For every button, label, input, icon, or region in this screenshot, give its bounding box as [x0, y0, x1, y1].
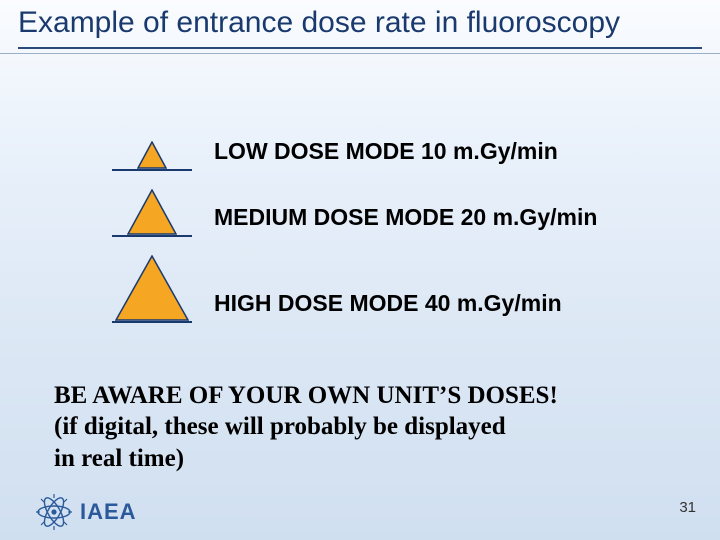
- title-block: Example of entrance dose rate in fluoros…: [0, 0, 720, 45]
- dose-label-medium: MEDIUM DOSE MODE 20 m.Gy/min: [214, 204, 597, 237]
- dose-label-low: LOW DOSE MODE 10 m.Gy/min: [214, 138, 558, 171]
- warning-block: BE AWARE OF YOUR OWN UNIT’S DOSES! (if d…: [54, 380, 674, 474]
- warning-line-1: BE AWARE OF YOUR OWN UNIT’S DOSES!: [54, 380, 674, 411]
- dose-row-high: HIGH DOSE MODE 40 m.Gy/min: [0, 255, 720, 323]
- triangle-icon: [115, 255, 189, 321]
- content-area: LOW DOSE MODE 10 m.Gy/min MEDIUM DOSE MO…: [0, 138, 720, 341]
- dose-row-medium: MEDIUM DOSE MODE 20 m.Gy/min: [0, 189, 720, 237]
- warning-line-3: in real time): [54, 443, 674, 474]
- slide-title: Example of entrance dose rate in fluoros…: [18, 6, 702, 41]
- dose-row-low: LOW DOSE MODE 10 m.Gy/min: [0, 138, 720, 171]
- iaea-logo: IAEA: [34, 492, 137, 532]
- iaea-atom-icon: [34, 492, 74, 532]
- title-underline: [18, 47, 702, 49]
- triangle-icon: [127, 189, 177, 235]
- triangle-medium-wrap: [112, 189, 192, 237]
- dose-label-high: HIGH DOSE MODE 40 m.Gy/min: [214, 290, 562, 323]
- warning-line-2: (if digital, these will probably be disp…: [54, 411, 674, 442]
- triangle-high-wrap: [112, 255, 192, 323]
- triangle-low-wrap: [112, 141, 192, 171]
- footer: IAEA 31: [0, 484, 720, 532]
- triangle-icon: [137, 141, 167, 169]
- title-subline: [0, 53, 720, 54]
- iaea-text: IAEA: [80, 499, 137, 525]
- page-number: 31: [679, 499, 696, 516]
